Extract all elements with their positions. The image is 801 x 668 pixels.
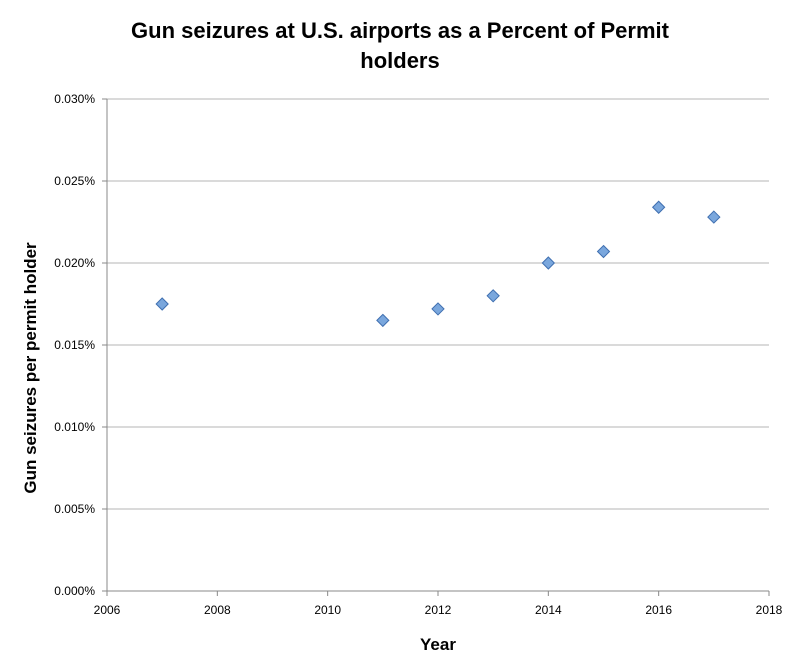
x-tick-label: 2014: [535, 603, 562, 617]
gridlines: [107, 98, 769, 510]
chart-title: Gun seizures at U.S. airports as a Perce…: [131, 18, 670, 73]
x-tick-label: 2018: [756, 603, 783, 617]
chart-title-line-1: Gun seizures at U.S. airports as a Perce…: [131, 18, 670, 43]
data-point: [431, 302, 445, 316]
x-tick-label: 2008: [204, 603, 231, 617]
data-point: [486, 289, 500, 303]
y-tick-label: 0.005%: [54, 502, 95, 516]
data-point: [651, 200, 666, 214]
y-tick-labels: 0.000% 0.005% 0.010% 0.015% 0.020% 0.025% 0.03…: [54, 92, 95, 598]
y-tick-label: 0.020%: [54, 256, 95, 270]
data-point: [155, 297, 169, 311]
x-axis-title: Year: [420, 635, 456, 654]
chart-title-line-2: holders: [360, 48, 439, 73]
data-points: [155, 200, 721, 328]
x-tick-label: 2012: [425, 603, 452, 617]
data-point: [596, 244, 611, 259]
x-tick-label: 2006: [94, 603, 121, 617]
y-tick-label: 0.025%: [54, 174, 95, 188]
data-point: [707, 210, 721, 224]
y-axis-title: Gun seizures per permit holder: [21, 242, 40, 494]
y-tick-label: 0.000%: [54, 584, 95, 598]
x-tick-label: 2010: [314, 603, 341, 617]
data-point: [541, 256, 556, 270]
data-point: [376, 313, 390, 328]
axes: [102, 98, 770, 596]
x-tick-label: 2016: [645, 603, 672, 617]
y-tick-label: 0.015%: [54, 338, 95, 352]
y-tick-label: 0.030%: [54, 92, 95, 106]
x-tick-labels: 2006 2008 2010 2012 2014 2016 2018: [94, 603, 783, 617]
y-tick-label: 0.010%: [54, 420, 95, 434]
